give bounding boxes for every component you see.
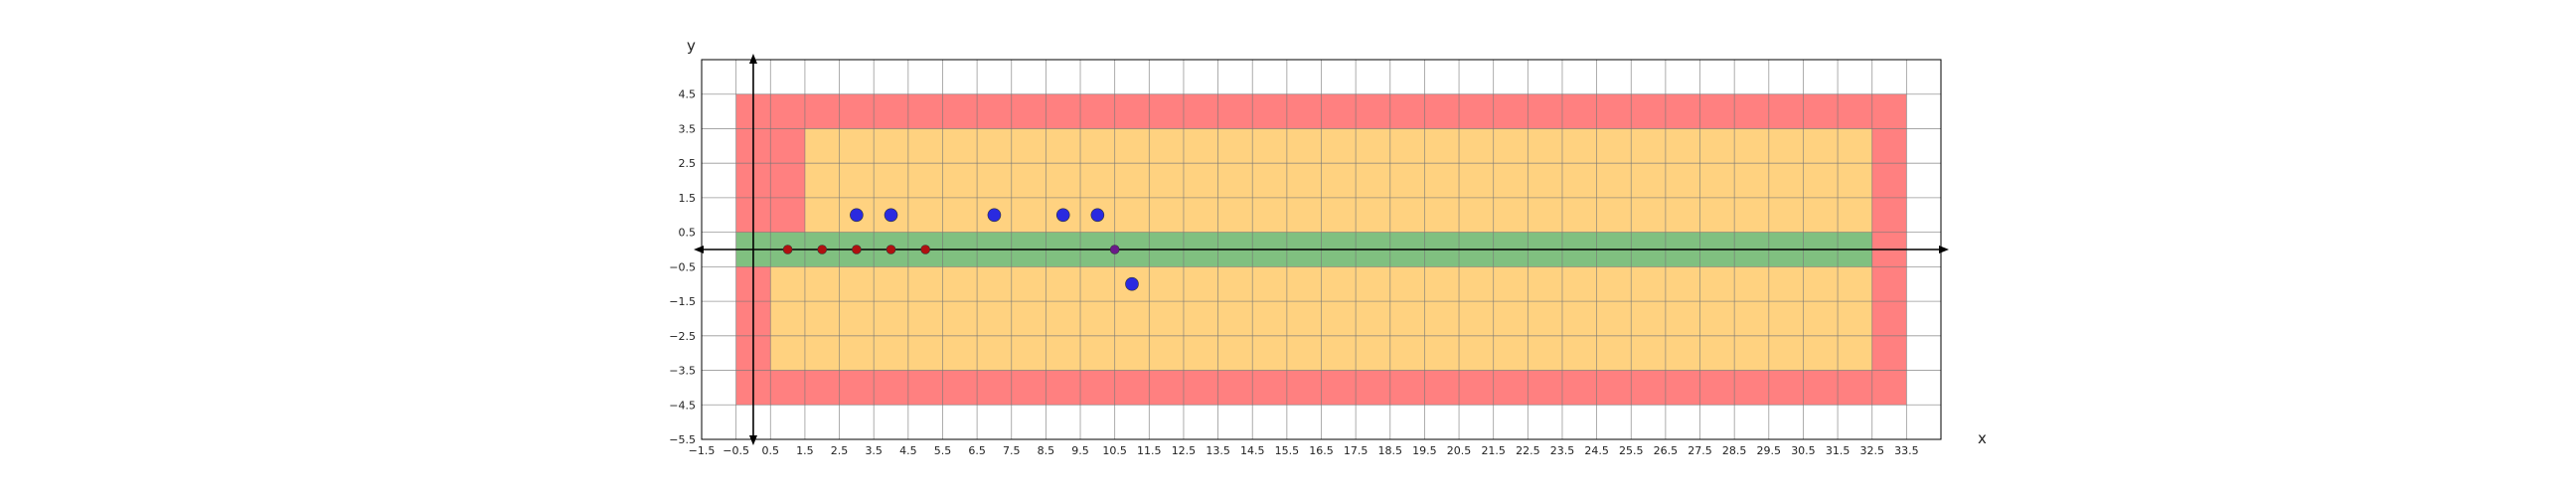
x-tick-label: 32.5 bbox=[1859, 444, 1884, 457]
y-tick-label: 0.5 bbox=[679, 227, 697, 240]
x-tick-label: 22.5 bbox=[1516, 444, 1540, 457]
x-tick-label: 26.5 bbox=[1654, 444, 1679, 457]
x-tick-label: −0.5 bbox=[723, 444, 749, 457]
x-tick-label: 21.5 bbox=[1481, 444, 1506, 457]
x-tick-label: 18.5 bbox=[1378, 444, 1403, 457]
x-tick-label: 20.5 bbox=[1447, 444, 1472, 457]
x-tick-label: 30.5 bbox=[1791, 444, 1816, 457]
data-point bbox=[817, 245, 828, 254]
x-tick-label: 5.5 bbox=[934, 444, 952, 457]
data-point bbox=[782, 245, 793, 254]
y-tick-label: 2.5 bbox=[679, 157, 697, 170]
data-point bbox=[1090, 208, 1105, 223]
data-point bbox=[886, 245, 896, 254]
x-tick-label: 31.5 bbox=[1826, 444, 1851, 457]
y-tick-label: −3.5 bbox=[669, 365, 696, 378]
data-point bbox=[1125, 276, 1139, 291]
x-tick-label: 0.5 bbox=[762, 444, 780, 457]
x-tick-label: 10.5 bbox=[1102, 444, 1127, 457]
x-tick-labels: −1.5 −0.5 0.5 1.5 2.5 3.5 4.5 5.5 6.5 7.5 8.5 9.5 10… bbox=[689, 444, 1919, 457]
x-tick-label: 3.5 bbox=[865, 444, 883, 457]
x-tick-label: 4.5 bbox=[899, 444, 917, 457]
y-axis-arrow-up bbox=[748, 54, 757, 64]
data-point bbox=[987, 208, 1002, 223]
y-tick-label: −4.5 bbox=[669, 399, 696, 412]
y-axis-label: y bbox=[687, 37, 696, 55]
x-tick-label: 7.5 bbox=[1003, 444, 1021, 457]
chart-axes bbox=[694, 54, 1949, 445]
x-tick-label: 13.5 bbox=[1206, 444, 1230, 457]
y-axis-arrow-down bbox=[748, 435, 757, 445]
x-tick-label: 14.5 bbox=[1240, 444, 1265, 457]
x-tick-label: 11.5 bbox=[1137, 444, 1162, 457]
x-tick-label: 23.5 bbox=[1550, 444, 1575, 457]
x-tick-label: 17.5 bbox=[1344, 444, 1368, 457]
x-tick-label: 9.5 bbox=[1071, 444, 1089, 457]
y-tick-label: 4.5 bbox=[679, 88, 697, 101]
y-tick-label: −5.5 bbox=[669, 433, 696, 446]
x-tick-label: 25.5 bbox=[1619, 444, 1644, 457]
y-tick-label: 3.5 bbox=[679, 122, 697, 135]
x-tick-label: 15.5 bbox=[1275, 444, 1300, 457]
x-tick-label: 8.5 bbox=[1038, 444, 1055, 457]
data-point bbox=[1055, 208, 1070, 223]
x-tick-label: 29.5 bbox=[1757, 444, 1782, 457]
data-point bbox=[850, 208, 864, 223]
x-tick-label: 24.5 bbox=[1584, 444, 1609, 457]
region-upper-inner bbox=[804, 128, 1872, 233]
x-tick-label: 28.5 bbox=[1722, 444, 1747, 457]
y-tick-label: −1.5 bbox=[669, 295, 696, 308]
y-tick-labels: 4.5 3.5 2.5 1.5 0.5 −0.5 −1.5 −2.5 −3.5 −4.5 −5.5 bbox=[669, 88, 696, 446]
x-tick-label: 2.5 bbox=[831, 444, 849, 457]
data-points bbox=[782, 208, 1139, 291]
x-tick-label: 33.5 bbox=[1894, 444, 1919, 457]
x-tick-label: 1.5 bbox=[796, 444, 814, 457]
x-axis-label: x bbox=[1978, 429, 1987, 447]
y-tick-label: 1.5 bbox=[679, 192, 697, 205]
y-tick-label: −2.5 bbox=[669, 330, 696, 343]
data-point bbox=[1109, 245, 1120, 254]
data-point bbox=[884, 208, 898, 223]
x-axis-arrow-right bbox=[1939, 246, 1949, 253]
y-tick-label: −0.5 bbox=[669, 260, 696, 273]
data-point bbox=[852, 245, 862, 254]
x-tick-label: −1.5 bbox=[689, 444, 716, 457]
x-tick-label: 27.5 bbox=[1688, 444, 1712, 457]
x-tick-label: 6.5 bbox=[968, 444, 986, 457]
x-tick-label: 16.5 bbox=[1309, 444, 1334, 457]
data-point bbox=[920, 245, 930, 254]
x-tick-label: 12.5 bbox=[1172, 444, 1197, 457]
x-tick-label: 19.5 bbox=[1412, 444, 1437, 457]
x-axis-arrow-left bbox=[694, 246, 704, 253]
